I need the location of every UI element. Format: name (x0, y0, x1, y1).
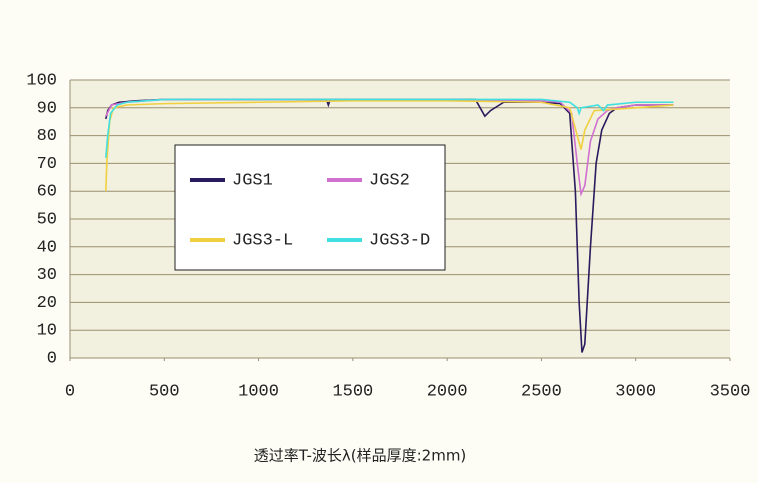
y-tick-label: 50 (37, 210, 57, 229)
series-line (105, 98, 674, 158)
legend (174, 144, 446, 271)
y-tick-label: 10 (37, 322, 57, 341)
legend-label: JGS3-L (232, 231, 293, 250)
y-tick-label: 70 (37, 155, 57, 174)
y-tick-label: 0 (47, 349, 57, 368)
y-tick-label: 30 (37, 266, 57, 285)
y-tick-label: 20 (37, 294, 57, 313)
x-axis-label: 透过率T-波长λ(样品厚度:2mm) (254, 447, 467, 465)
x-tick-label: 2000 (427, 382, 468, 401)
x-tick-label: 3000 (615, 382, 656, 401)
y-tick-label: 90 (37, 99, 57, 118)
x-tick-label: 1000 (238, 382, 279, 401)
x-tick-label: 3500 (710, 382, 751, 401)
x-tick-label: 1500 (332, 382, 373, 401)
y-tick-label: 100 (26, 71, 57, 90)
legend-label: JGS3-D (369, 231, 430, 250)
y-tick-label: 40 (37, 238, 57, 257)
legend-label: JGS1 (232, 171, 273, 190)
x-tick-label: 2500 (521, 382, 562, 401)
legend-label: JGS2 (369, 171, 410, 190)
y-tick-label: 60 (37, 183, 57, 202)
x-tick-label: 0 (65, 382, 75, 401)
y-tick-label: 80 (37, 127, 57, 146)
x-tick-label: 500 (149, 382, 180, 401)
